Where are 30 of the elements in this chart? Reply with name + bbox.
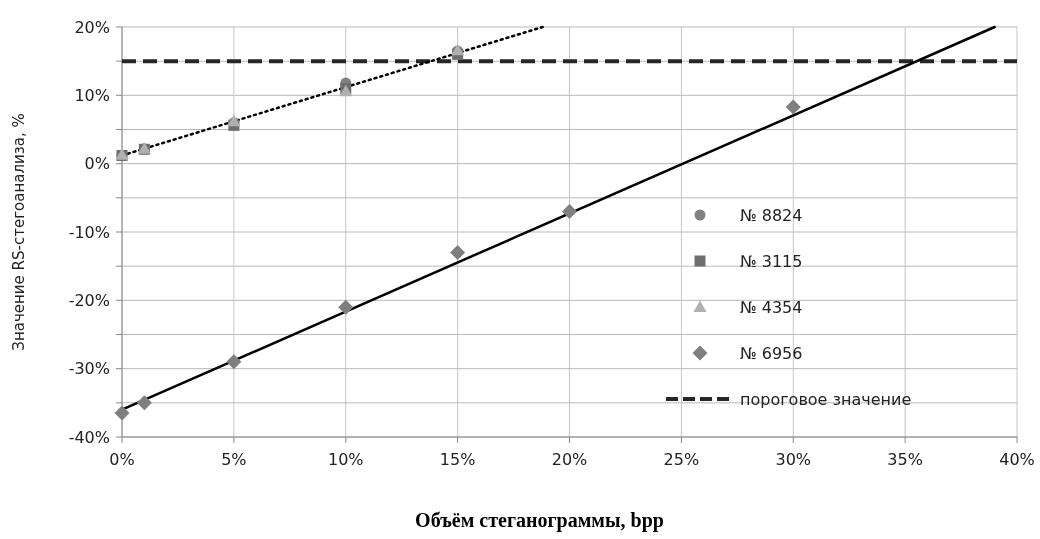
point (562, 204, 577, 219)
point (785, 99, 801, 115)
x-axis-title: Объём стеганограммы, bpp (415, 509, 664, 532)
x-tick-label: 10% (327, 450, 364, 469)
y-tick-label: -10% (68, 222, 110, 242)
x-tick-label: 5% (221, 450, 247, 469)
x-tick-label: 25% (663, 450, 700, 469)
point (114, 405, 130, 421)
y-tick-label: -40% (68, 427, 110, 447)
y-tick-label: 0% (84, 154, 110, 174)
x-tick-label: 40% (999, 450, 1035, 469)
y-tick-label: 20% (74, 17, 110, 37)
point (136, 395, 152, 411)
x-tick-label: 30% (775, 450, 812, 469)
x-tick-label: 0% (109, 450, 135, 469)
x-tick-label: 35% (887, 450, 923, 469)
y-tick-label: -20% (68, 290, 110, 310)
legend-label: № 3115 (740, 251, 803, 271)
legend-label: № 8824 (740, 205, 803, 225)
x-tick-label: 20% (551, 450, 588, 469)
y-tick-label: -30% (68, 359, 110, 379)
x-tick-label: 15% (439, 450, 476, 469)
legend-label: № 4354 (740, 297, 803, 317)
y-axis-title: Значение RS-стегоанализа, % (10, 113, 28, 351)
y-tick-label: 10% (74, 85, 110, 105)
point (450, 245, 466, 260)
point (226, 354, 242, 370)
point (338, 299, 354, 315)
legend-label: № 6956 (740, 343, 803, 363)
legend-label: пороговое значение (740, 389, 912, 409)
